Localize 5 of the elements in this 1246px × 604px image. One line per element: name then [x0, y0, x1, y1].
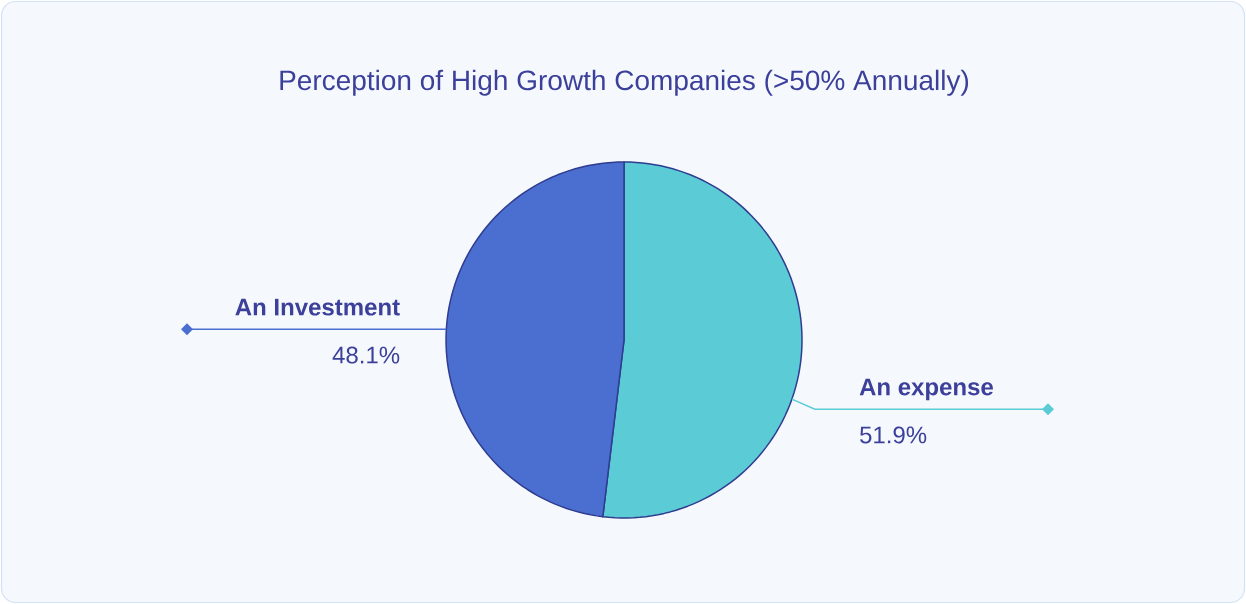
slice-label: An expense	[859, 378, 993, 401]
chart-title: Perception of High Growth Companies (>50% Annually)	[280, 69, 969, 96]
data-label: 51.9%	[860, 426, 927, 444]
slice-label: An Investment	[235, 298, 400, 316]
data-label: 48.1%	[332, 346, 400, 364]
